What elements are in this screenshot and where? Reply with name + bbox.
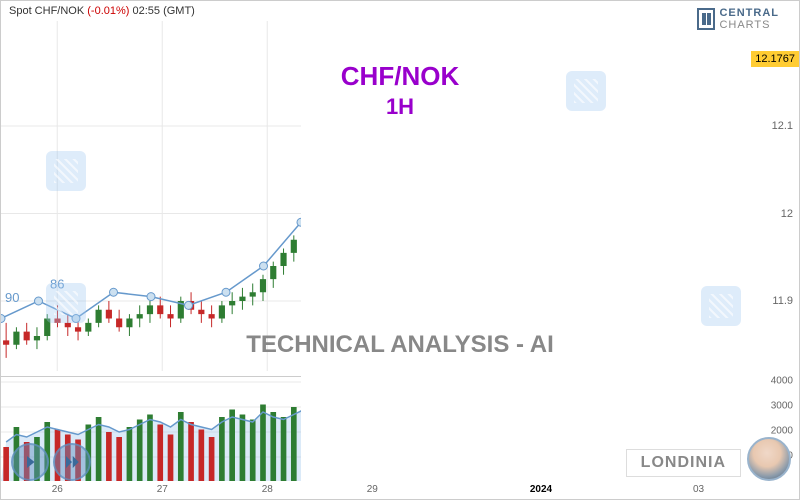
assistant-avatar[interactable] xyxy=(747,437,791,481)
pair-title: CHF/NOK xyxy=(341,61,459,92)
nav-controls xyxy=(11,443,91,481)
watermark-icon xyxy=(701,286,741,326)
vol-tick-label: 2000 xyxy=(771,426,793,437)
price-chart[interactable]: 908610092101 xyxy=(1,21,301,371)
vol-tick-label: 3000 xyxy=(771,401,793,412)
x-tick-label: 03 xyxy=(693,484,704,495)
x-tick-label: 28 xyxy=(262,484,273,495)
x-axis: 26 27 28 29 2024 03 xyxy=(1,479,749,499)
watermark-icon xyxy=(566,71,606,111)
y-tick-label: 12.1 xyxy=(772,120,793,132)
svg-text:86: 86 xyxy=(50,277,64,292)
x-tick-label: 27 xyxy=(157,484,168,495)
fast-forward-button[interactable] xyxy=(53,443,91,481)
logo-icon xyxy=(697,8,715,30)
timeframe-title: 1H xyxy=(341,94,459,120)
vol-tick-label: 4000 xyxy=(771,376,793,387)
svg-text:90: 90 xyxy=(5,290,19,305)
logo-bot: CHARTS xyxy=(719,19,779,31)
current-price-badge: 12.1767 xyxy=(751,51,799,67)
title-overlay: CHF/NOK 1H xyxy=(341,61,459,120)
symbol-label: Spot CHF/NOK xyxy=(9,5,84,17)
logo-text: CENTRAL CHARTS xyxy=(719,7,779,31)
change-label: (-0.01%) xyxy=(87,5,129,17)
brand-logo[interactable]: CENTRAL CHARTS xyxy=(697,7,779,31)
chart-container: Spot CHF/NOK (-0.01%) 02:55 (GMT) CENTRA… xyxy=(0,0,800,500)
y-tick-label: 11.9 xyxy=(772,295,793,307)
x-tick-label: 29 xyxy=(367,484,378,495)
time-label: 02:55 (GMT) xyxy=(133,5,195,17)
x-tick-label: 26 xyxy=(52,484,63,495)
londinia-brand[interactable]: LONDINIA xyxy=(626,449,741,477)
y-tick-label: 12 xyxy=(781,208,793,220)
next-button[interactable] xyxy=(11,443,49,481)
price-y-axis: 11.9 12 12.1 12.1767 xyxy=(749,21,799,371)
logo-top: CENTRAL xyxy=(719,7,779,19)
chart-header: Spot CHF/NOK (-0.01%) 02:55 (GMT) xyxy=(9,5,195,17)
x-tick-label: 2024 xyxy=(530,484,552,495)
